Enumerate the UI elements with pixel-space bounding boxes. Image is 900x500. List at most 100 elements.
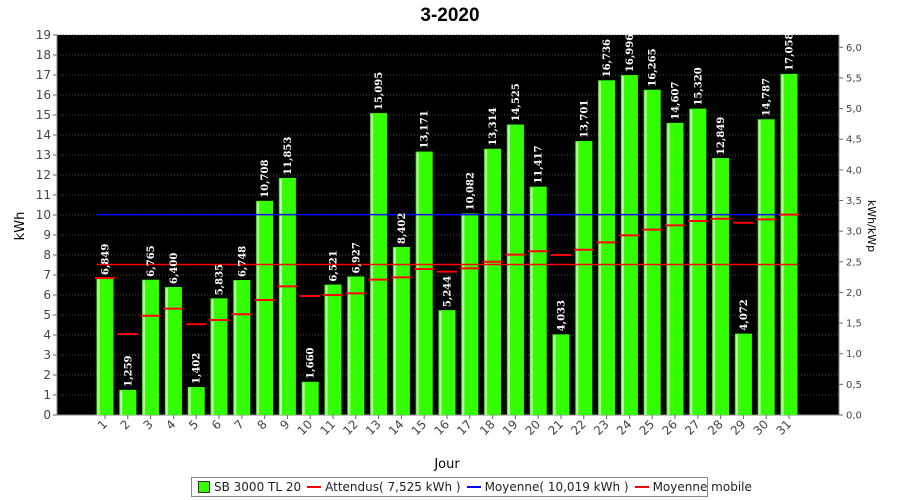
- legend-item-average: Moyenne( 10,019 kWh ): [466, 480, 629, 494]
- x-tick-label: 7: [232, 417, 247, 432]
- y-tick-label: 2: [43, 368, 51, 382]
- bar-value-label: 11,853: [283, 137, 294, 175]
- bar: [142, 279, 160, 415]
- y-tick-label: 7: [43, 268, 51, 282]
- bar-value-label: 10,708: [260, 160, 271, 198]
- x-tick-label: 29: [728, 417, 749, 438]
- y2-tick-label: 6,0: [846, 43, 862, 54]
- x-tick-label: 21: [545, 417, 566, 438]
- x-tick-label: 3: [140, 417, 155, 432]
- bar-value-label: 13,314: [488, 107, 499, 145]
- x-tick-label: 20: [523, 417, 544, 438]
- y-tick-label: 14: [36, 128, 51, 142]
- y-tick-label: 11: [36, 188, 51, 202]
- bar-value-label: 15,095: [374, 72, 385, 110]
- y-tick-label: 13: [36, 148, 51, 162]
- bar-value-label: 8,402: [397, 213, 408, 244]
- y-tick-label: 1: [43, 388, 51, 402]
- bar: [96, 278, 114, 415]
- legend: SB 3000 TL 20 Attendus( 7,525 kWh ) Moye…: [191, 477, 752, 497]
- bar-value-label: 1,660: [306, 347, 317, 378]
- legend-swatch-average: [466, 486, 481, 488]
- legend-swatch-moving-average: [634, 486, 649, 488]
- x-tick-label: 18: [477, 417, 498, 438]
- legend-label-moving-average: Moyenne mobile: [652, 480, 752, 494]
- bar-value-label: 1,259: [123, 355, 134, 386]
- x-axis-label: Jour: [433, 457, 460, 472]
- y-tick-label: 19: [36, 28, 51, 42]
- y2-tick-label: 3,0: [846, 227, 862, 238]
- x-tick-label: 4: [163, 417, 178, 432]
- y2-tick-label: 0,5: [846, 380, 862, 391]
- x-tick-label: 1: [95, 417, 110, 432]
- bar: [438, 310, 456, 415]
- legend-label-production: SB 3000 TL 20: [214, 480, 302, 494]
- y-tick-label: 6: [43, 288, 51, 302]
- x-tick-label: 14: [386, 417, 407, 438]
- x-tick-label: 17: [454, 417, 475, 438]
- bar: [757, 119, 775, 415]
- bar-value-label: 10,082: [465, 172, 476, 210]
- bar: [324, 284, 342, 415]
- legend-swatch-production: [198, 481, 210, 493]
- legend-label-average: Moyenne( 10,019 kWh ): [484, 480, 629, 494]
- x-tick-label: 30: [751, 417, 772, 438]
- x-tick-label: 19: [500, 417, 521, 438]
- x-tick-label: 31: [773, 417, 794, 438]
- x-tick-label: 13: [363, 417, 384, 438]
- bar: [689, 108, 707, 415]
- bar: [780, 73, 798, 415]
- bar: [552, 334, 570, 415]
- y2-tick-label: 1,0: [846, 349, 862, 360]
- bar-value-label: 15,320: [693, 67, 704, 105]
- bar: [575, 140, 593, 416]
- bar-value-label: 6,849: [101, 244, 112, 275]
- bar: [119, 389, 137, 415]
- bar-value-label: 16,736: [602, 39, 613, 77]
- y-axis-label: kWh: [13, 212, 28, 241]
- y2-tick-label: 4,5: [846, 135, 862, 146]
- bars: [96, 73, 798, 416]
- x-tick-label: 22: [568, 417, 589, 438]
- bar: [712, 158, 730, 415]
- y2-tick-label: 5,0: [846, 104, 862, 115]
- x-tick-label: 11: [317, 417, 338, 438]
- bar-value-label: 6,765: [146, 245, 157, 276]
- x-tick-label: 26: [659, 417, 680, 438]
- bar-value-label: 12,849: [716, 117, 727, 155]
- x-tick-label: 8: [254, 417, 269, 432]
- bar: [734, 333, 752, 415]
- bar-value-label: 14,607: [671, 82, 682, 120]
- x-tick-label: 25: [637, 417, 658, 438]
- x-tick-label: 28: [705, 417, 726, 438]
- bar: [415, 151, 433, 415]
- y2-tick-label: 2,5: [846, 257, 862, 268]
- x-tick-label: 27: [682, 417, 703, 438]
- y-tick-label: 9: [43, 228, 51, 242]
- value-labels: 6,849 1,259 6,765 6,400 1,402 5,835 6,748 10,70…: [101, 33, 796, 387]
- x-tick-label: 12: [340, 417, 361, 438]
- bar-value-label: 1,402: [192, 353, 203, 384]
- bar: [598, 80, 616, 415]
- bar-value-label: 11,417: [534, 145, 545, 183]
- y2-tick-label: 4,0: [846, 165, 862, 176]
- y2-tick-label: 3,5: [846, 196, 862, 207]
- y2-tick-label: 1,5: [846, 319, 862, 330]
- bar-value-label: 5,835: [215, 264, 226, 295]
- y-tick-label: 0: [43, 408, 51, 422]
- bar: [210, 298, 228, 415]
- x-tick-label: 10: [295, 417, 316, 438]
- bar-value-label: 13,701: [579, 100, 590, 138]
- bar: [392, 246, 410, 415]
- y2-axis: 0,0 0,5 1,0 1,5 2,0 2,5 3,0 3,5 4,0 4,5 5,0 5,5 6,0: [838, 35, 862, 422]
- legend-item-expected: Attendus( 7,525 kWh ): [307, 480, 461, 494]
- y-tick-label: 4: [43, 328, 51, 342]
- bar-value-label: 16,996: [625, 34, 636, 72]
- x-tick-label: 23: [591, 417, 612, 438]
- legend-swatch-expected: [307, 486, 322, 488]
- bar-value-label: 6,927: [351, 242, 362, 273]
- bar-value-label: 14,787: [762, 78, 773, 116]
- bar: [347, 276, 365, 415]
